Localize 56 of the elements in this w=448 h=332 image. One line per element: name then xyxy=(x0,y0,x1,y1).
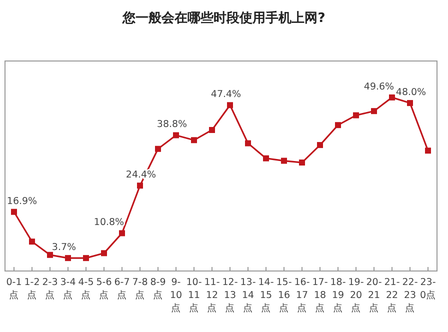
point xyxy=(227,102,233,108)
data-label: 47.4% xyxy=(210,89,242,100)
point xyxy=(425,148,431,154)
point xyxy=(65,255,71,262)
point xyxy=(101,250,107,256)
point xyxy=(335,122,341,128)
x-tick-label: 1-2点 xyxy=(24,277,40,301)
point xyxy=(155,146,161,152)
data-label: 10.8% xyxy=(94,217,124,228)
x-tick-label: 12-13点 xyxy=(222,277,238,314)
point xyxy=(389,94,395,100)
x-tick-label: 7-8点 xyxy=(132,277,148,301)
point xyxy=(299,160,305,166)
point xyxy=(137,182,143,189)
x-tick-label: 14-15点 xyxy=(258,277,274,314)
x-tick-label: 17-18点 xyxy=(312,277,328,314)
point xyxy=(47,252,53,258)
data-label: 3.7% xyxy=(52,242,76,254)
point xyxy=(407,100,413,106)
x-tick-label: 21-22点 xyxy=(384,277,400,314)
point xyxy=(245,140,251,146)
x-tick-label: 0-1点 xyxy=(6,277,22,301)
chart-title: 您一般会在哪些时段使用手机上网? xyxy=(122,10,326,26)
point xyxy=(209,126,215,133)
data-label: 38.8% xyxy=(156,119,188,130)
x-tick-label: 8-9点 xyxy=(150,277,166,301)
x-tick-label: 22-23点 xyxy=(402,277,418,314)
point xyxy=(173,132,179,138)
x-tick-label: 16-17点 xyxy=(294,277,310,314)
x-tick-label: 4-5点 xyxy=(78,277,94,301)
point xyxy=(317,142,323,148)
x-tick-label: 2-3点 xyxy=(42,277,58,301)
x-tick-label: 20-21点 xyxy=(366,277,382,314)
point xyxy=(263,155,269,162)
data-label: 49.6% xyxy=(364,81,394,92)
data-label: 48.0% xyxy=(396,87,426,98)
point xyxy=(371,108,377,114)
point xyxy=(353,112,359,118)
point xyxy=(119,230,125,236)
point xyxy=(29,238,35,245)
x-tick-label: 15-16点 xyxy=(276,277,292,314)
x-tick-label: 6-7点 xyxy=(114,277,130,301)
x-tick-label: 13-14点 xyxy=(240,277,256,314)
x-tick-label: 5-6点 xyxy=(96,277,112,301)
x-tick-label: 9-10点 xyxy=(170,277,182,314)
x-tick-label: 19-20点 xyxy=(348,277,364,314)
point xyxy=(11,208,17,215)
point xyxy=(83,255,89,262)
x-tick-label: 18-19点 xyxy=(330,277,346,314)
x-tick-label: 3-4点 xyxy=(60,277,76,301)
data-label: 16.9% xyxy=(6,196,38,207)
x-tick-label: 10-11点 xyxy=(186,277,202,314)
point xyxy=(281,158,287,164)
point xyxy=(191,137,197,144)
x-tick-label: 23-0点 xyxy=(420,277,436,301)
x-tick-label: 11-12点 xyxy=(204,277,220,314)
